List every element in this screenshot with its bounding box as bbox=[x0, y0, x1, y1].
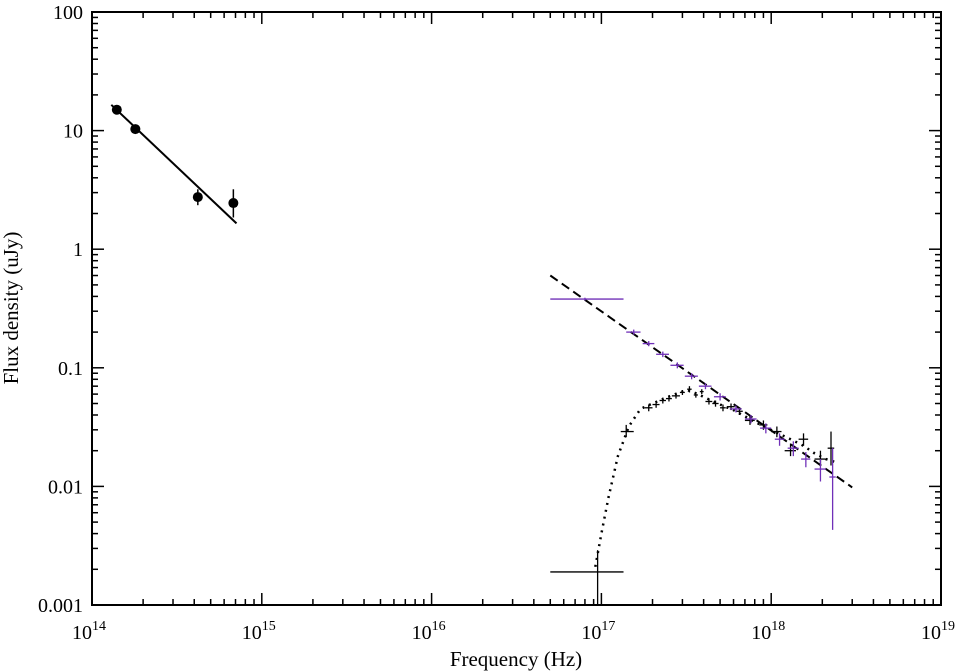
x-tick-label: 1016 bbox=[412, 619, 446, 644]
series-5 bbox=[550, 297, 836, 530]
dashed-line bbox=[549, 274, 853, 489]
series-1 bbox=[110, 104, 238, 225]
y-tick-label: 0.01 bbox=[48, 476, 83, 498]
x-tick-label: 1019 bbox=[921, 619, 955, 644]
y-tick-label: 1 bbox=[73, 239, 83, 261]
x-axis-title: Frequency (Hz) bbox=[450, 647, 582, 671]
x-tick-label: 1018 bbox=[751, 619, 785, 644]
plot-frame bbox=[91, 11, 942, 606]
x-tick-label: 1014 bbox=[72, 619, 106, 644]
dotted-line bbox=[594, 388, 837, 568]
y-tick-label: 0.001 bbox=[38, 595, 83, 617]
series-3 bbox=[594, 388, 837, 568]
series-2 bbox=[549, 274, 853, 489]
series-0 bbox=[111, 104, 239, 218]
x-tick-exponent: 19 bbox=[941, 619, 955, 634]
series-4 bbox=[550, 386, 835, 605]
y-tick-label: 100 bbox=[53, 2, 83, 24]
x-tick-exponent: 16 bbox=[432, 619, 446, 634]
x-tick-label: 1015 bbox=[242, 619, 276, 644]
x-tick-exponent: 17 bbox=[601, 619, 615, 634]
y-tick-label: 0.1 bbox=[58, 358, 83, 380]
data-point bbox=[228, 198, 239, 209]
y-tick-label: 10 bbox=[63, 121, 83, 143]
x-tick-exponent: 14 bbox=[92, 619, 106, 634]
x-tick-exponent: 18 bbox=[771, 619, 785, 634]
x-tick-label: 1017 bbox=[581, 619, 615, 644]
axis-ticks bbox=[91, 12, 941, 606]
data-point bbox=[192, 192, 203, 203]
plot-series bbox=[110, 104, 853, 605]
y-axis-title: Flux density (uJy) bbox=[0, 232, 23, 385]
tick-labels: 1014 1015 1016 1017 1018 10190.0010.010.11101… bbox=[38, 2, 955, 644]
x-tick-exponent: 15 bbox=[262, 619, 276, 634]
solid-line bbox=[110, 104, 238, 225]
